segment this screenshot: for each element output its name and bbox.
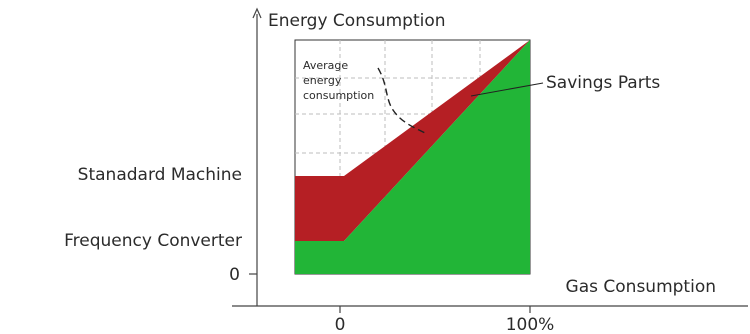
x-tick-100: 100% (506, 315, 555, 334)
savings-leader-line (470, 82, 544, 97)
y-axis-title: Energy Consumption (268, 11, 446, 31)
frequency-converter-label: Frequency Converter (64, 231, 242, 251)
average-energy-label-line1: Average (303, 59, 348, 72)
average-energy-label-line2: energy (303, 74, 342, 87)
average-energy-label-line3: consumption (303, 89, 374, 102)
average-energy-curve (377, 67, 426, 134)
x-tick-zero: 0 (335, 315, 346, 334)
standard-machine-label: Stanadard Machine (78, 165, 242, 185)
y-zero-label: 0 (229, 265, 240, 285)
axes (232, 7, 748, 313)
converter-area (295, 40, 530, 274)
savings-area (295, 40, 530, 241)
x-axis-title: Gas Consumption (566, 277, 716, 297)
savings-parts-label: Savings Parts (546, 73, 660, 93)
